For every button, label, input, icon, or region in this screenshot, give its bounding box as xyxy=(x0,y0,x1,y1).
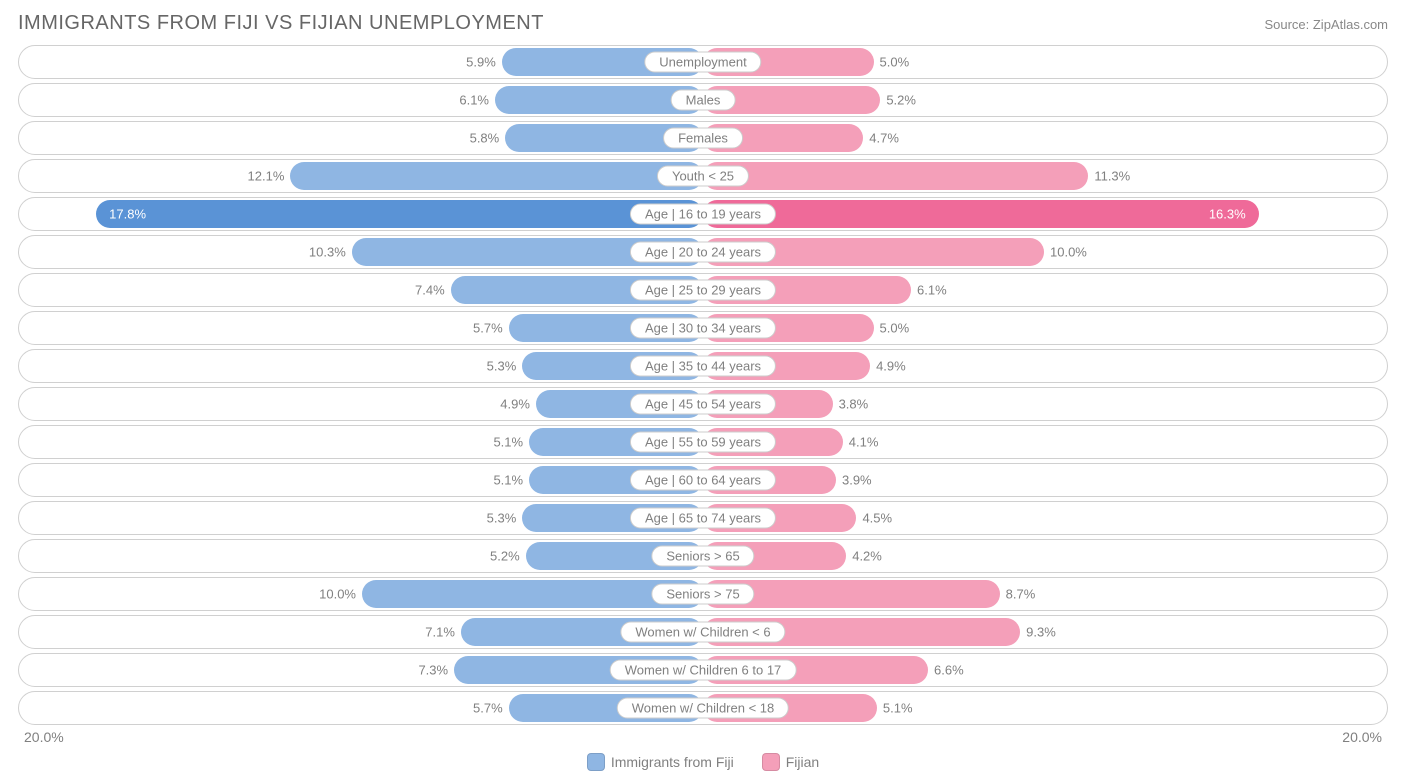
category-label: Age | 16 to 19 years xyxy=(630,204,776,225)
category-label: Age | 30 to 34 years xyxy=(630,318,776,339)
chart-row: 5.9% 5.0% Unemployment xyxy=(18,45,1388,79)
value-label-left: 5.2% xyxy=(490,549,520,564)
bottom-axis: 20.0% 20.0% xyxy=(18,729,1388,751)
legend-item-right: Fijian xyxy=(762,753,819,771)
value-label-left: 5.1% xyxy=(493,473,523,488)
category-label: Age | 60 to 64 years xyxy=(630,470,776,491)
bar-right xyxy=(703,200,1259,228)
category-label: Age | 20 to 24 years xyxy=(630,242,776,263)
axis-max-left: 20.0% xyxy=(24,729,64,745)
bar-left xyxy=(290,162,703,190)
category-label: Age | 45 to 54 years xyxy=(630,394,776,415)
axis-max-right: 20.0% xyxy=(1342,729,1382,745)
category-label: Seniors > 65 xyxy=(651,546,754,567)
legend: Immigrants from Fiji Fijian xyxy=(18,753,1388,771)
category-label: Women w/ Children < 6 xyxy=(620,622,785,643)
chart-row: 5.2% 4.2% Seniors > 65 xyxy=(18,539,1388,573)
value-label-left: 17.8% xyxy=(109,207,146,222)
value-label-right: 11.3% xyxy=(1094,169,1130,184)
bar-left xyxy=(96,200,703,228)
chart-row: 5.1% 4.1% Age | 55 to 59 years xyxy=(18,425,1388,459)
category-label: Males xyxy=(671,90,736,111)
chart-row: 6.1% 5.2% Males xyxy=(18,83,1388,117)
chart-row: 5.8% 4.7% Females xyxy=(18,121,1388,155)
value-label-right: 5.0% xyxy=(880,321,910,336)
legend-label-right: Fijian xyxy=(786,754,819,770)
value-label-right: 4.1% xyxy=(849,435,879,450)
bar-right xyxy=(703,162,1088,190)
value-label-right: 4.7% xyxy=(869,131,899,146)
value-label-right: 3.8% xyxy=(839,397,869,412)
value-label-left: 4.9% xyxy=(500,397,530,412)
chart-row: 5.3% 4.9% Age | 35 to 44 years xyxy=(18,349,1388,383)
chart-row: 5.3% 4.5% Age | 65 to 74 years xyxy=(18,501,1388,535)
value-label-left: 10.0% xyxy=(319,587,356,602)
chart-title: IMMIGRANTS FROM FIJI VS FIJIAN UNEMPLOYM… xyxy=(18,12,544,35)
chart-row: 17.8% 16.3% Age | 16 to 19 years xyxy=(18,197,1388,231)
value-label-right: 5.2% xyxy=(886,93,916,108)
value-label-left: 7.1% xyxy=(425,625,455,640)
chart-row: 7.4% 6.1% Age | 25 to 29 years xyxy=(18,273,1388,307)
chart-row: 7.3% 6.6% Women w/ Children 6 to 17 xyxy=(18,653,1388,687)
value-label-left: 10.3% xyxy=(309,245,346,260)
value-label-right: 6.1% xyxy=(917,283,947,298)
legend-item-left: Immigrants from Fiji xyxy=(587,753,734,771)
category-label: Women w/ Children < 18 xyxy=(617,698,789,719)
source-attribution: Source: ZipAtlas.com xyxy=(1264,17,1388,32)
category-label: Youth < 25 xyxy=(657,166,749,187)
category-label: Age | 25 to 29 years xyxy=(630,280,776,301)
value-label-right: 3.9% xyxy=(842,473,872,488)
category-label: Age | 55 to 59 years xyxy=(630,432,776,453)
value-label-left: 7.3% xyxy=(418,663,448,678)
value-label-right: 8.7% xyxy=(1006,587,1036,602)
chart-row: 12.1% 11.3% Youth < 25 xyxy=(18,159,1388,193)
category-label: Unemployment xyxy=(644,52,761,73)
chart-row: 4.9% 3.8% Age | 45 to 54 years xyxy=(18,387,1388,421)
value-label-left: 7.4% xyxy=(415,283,445,298)
value-label-right: 5.0% xyxy=(880,55,910,70)
chart-row: 5.7% 5.1% Women w/ Children < 18 xyxy=(18,691,1388,725)
value-label-right: 4.2% xyxy=(852,549,882,564)
legend-swatch-right xyxy=(762,753,780,771)
chart-row: 10.0% 8.7% Seniors > 75 xyxy=(18,577,1388,611)
chart-row: 5.7% 5.0% Age | 30 to 34 years xyxy=(18,311,1388,345)
value-label-left: 5.3% xyxy=(487,511,517,526)
value-label-right: 6.6% xyxy=(934,663,964,678)
value-label-right: 4.9% xyxy=(876,359,906,374)
value-label-left: 5.7% xyxy=(473,321,503,336)
value-label-left: 5.1% xyxy=(493,435,523,450)
value-label-left: 5.8% xyxy=(470,131,500,146)
category-label: Age | 35 to 44 years xyxy=(630,356,776,377)
category-label: Women w/ Children 6 to 17 xyxy=(610,660,797,681)
chart-row: 5.1% 3.9% Age | 60 to 64 years xyxy=(18,463,1388,497)
chart-area: 5.9% 5.0% Unemployment 6.1% 5.2% Males 5.8% 4.7… xyxy=(18,45,1388,725)
value-label-left: 6.1% xyxy=(459,93,489,108)
header: IMMIGRANTS FROM FIJI VS FIJIAN UNEMPLOYM… xyxy=(18,12,1388,35)
category-label: Age | 65 to 74 years xyxy=(630,508,776,529)
value-label-left: 12.1% xyxy=(248,169,285,184)
value-label-right: 5.1% xyxy=(883,701,913,716)
value-label-left: 5.7% xyxy=(473,701,503,716)
legend-swatch-left xyxy=(587,753,605,771)
value-label-right: 16.3% xyxy=(1209,207,1246,222)
value-label-right: 10.0% xyxy=(1050,245,1087,260)
chart-row: 7.1% 9.3% Women w/ Children < 6 xyxy=(18,615,1388,649)
value-label-left: 5.3% xyxy=(487,359,517,374)
value-label-left: 5.9% xyxy=(466,55,496,70)
category-label: Females xyxy=(663,128,743,149)
legend-label-left: Immigrants from Fiji xyxy=(611,754,734,770)
value-label-right: 9.3% xyxy=(1026,625,1056,640)
chart-row: 10.3% 10.0% Age | 20 to 24 years xyxy=(18,235,1388,269)
category-label: Seniors > 75 xyxy=(651,584,754,605)
value-label-right: 4.5% xyxy=(862,511,892,526)
